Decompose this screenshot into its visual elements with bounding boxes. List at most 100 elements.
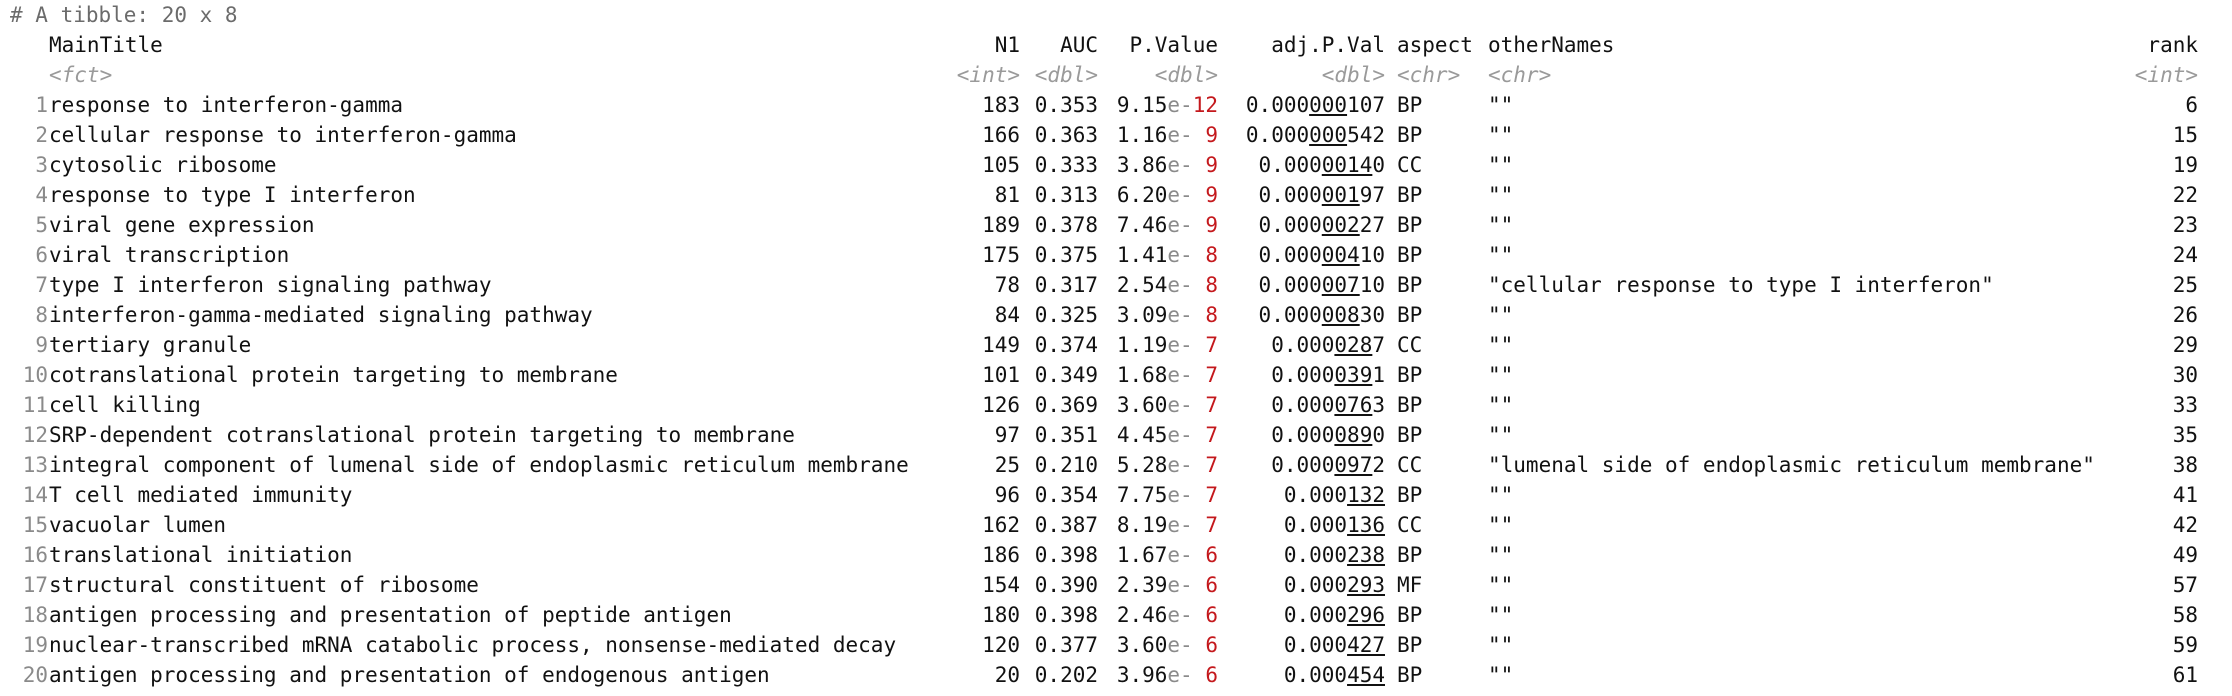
cell-adjpval: 0.00000710 — [1259, 270, 1385, 300]
cell-auc: 0.363 — [1034, 123, 1098, 147]
cell-pvalue: 1.16e- 9 — [1117, 120, 1218, 150]
row-index: 17 — [22, 573, 48, 597]
adjpval-underlined-digits: 293 — [1347, 573, 1385, 597]
adjpval-suffix: 3 — [1372, 393, 1385, 417]
adjpval-suffix: 7 — [1372, 333, 1385, 357]
cell-maintitle: cellular response to interferon-gamma — [49, 123, 517, 147]
table-row: 4 response to type I interferon 81 0.313 6.2… — [0, 180, 2232, 210]
adjpval-suffix: 0 — [1372, 423, 1385, 447]
cell-auc: 0.387 — [1034, 513, 1098, 537]
cell-othernames: "" — [1488, 663, 1514, 687]
cell-maintitle: type I interferon signaling pathway — [49, 273, 492, 297]
cell-rank: 57 — [2172, 573, 2198, 597]
adjpval-prefix: 0.000 — [1283, 663, 1348, 687]
pvalue-exponent: 8 — [1192, 303, 1218, 327]
cell-adjpval: 0.000136 — [1284, 510, 1385, 540]
pvalue-mantissa: 4.45 — [1116, 423, 1168, 447]
adjpval-underlined-digits: 238 — [1347, 543, 1385, 567]
adjpval-underlined-digits: 0014 — [1321, 153, 1373, 177]
adjpval-prefix: 0.000 — [1245, 123, 1310, 147]
col-type-pvalue: <dbl> — [1154, 63, 1218, 87]
pvalue-exponent: 8 — [1192, 273, 1218, 297]
cell-maintitle: integral component of lumenal side of en… — [49, 453, 909, 477]
cell-maintitle: nuclear-transcribed mRNA catabolic proce… — [49, 633, 897, 657]
adjpval-underlined-digits: 132 — [1347, 483, 1385, 507]
col-header-aspect: aspect — [1397, 33, 1473, 57]
adjpval-underlined-digits: 000 — [1309, 93, 1348, 117]
cell-pvalue: 6.20e- 9 — [1117, 180, 1218, 210]
pvalue-mantissa: 3.60 — [1116, 633, 1168, 657]
cell-rank: 6 — [2185, 93, 2198, 117]
pvalue-mantissa: 3.96 — [1116, 663, 1168, 687]
col-header-n1: N1 — [994, 33, 1020, 57]
cell-adjpval: 0.000238 — [1284, 540, 1385, 570]
col-header-adjpval: adj.P.Val — [1271, 33, 1385, 57]
col-header-pvalue: P.Value — [1129, 33, 1218, 57]
pvalue-mantissa: 8.19 — [1116, 513, 1168, 537]
adjpval-prefix: 0.000 — [1258, 243, 1322, 267]
pvalue-exponent: 9 — [1192, 183, 1218, 207]
pvalue-exp-marker: e- — [1167, 123, 1193, 147]
cell-rank: 30 — [2172, 363, 2198, 387]
cell-n1: 25 — [994, 453, 1020, 477]
cell-maintitle: SRP-dependent cotranslational protein ta… — [49, 423, 795, 447]
row-index: 14 — [22, 483, 48, 507]
cell-aspect: BP — [1397, 423, 1423, 447]
cell-auc: 0.210 — [1034, 453, 1098, 477]
adjpval-prefix: 0.000 — [1258, 303, 1322, 327]
col-type-rank: <int> — [2134, 63, 2198, 87]
adjpval-underlined-digits: 136 — [1347, 513, 1385, 537]
pvalue-exp-marker: e- — [1167, 213, 1193, 237]
cell-othernames: "" — [1488, 243, 1514, 267]
adjpval-underlined-digits: 002 — [1321, 213, 1360, 237]
cell-aspect: BP — [1397, 663, 1423, 687]
cell-aspect: CC — [1397, 513, 1423, 537]
cell-auc: 0.398 — [1034, 603, 1098, 627]
cell-auc: 0.325 — [1034, 303, 1098, 327]
pvalue-mantissa: 6.20 — [1116, 183, 1168, 207]
cell-adjpval: 0.00000830 — [1259, 300, 1385, 330]
table-row: 20 antigen processing and presentation of… — [0, 660, 2232, 690]
cell-auc: 0.202 — [1034, 663, 1098, 687]
pvalue-mantissa: 1.19 — [1116, 333, 1168, 357]
cell-pvalue: 3.60e- 6 — [1117, 630, 1218, 660]
pvalue-exp-marker: e- — [1167, 603, 1193, 627]
adjpval-underlined-digits: 007 — [1321, 273, 1360, 297]
cell-auc: 0.351 — [1034, 423, 1098, 447]
row-index: 20 — [22, 663, 48, 687]
adjpval-suffix: 1 — [1372, 363, 1385, 387]
cell-auc: 0.374 — [1034, 333, 1098, 357]
adjpval-prefix: 0.000 — [1271, 333, 1335, 357]
cell-n1: 189 — [982, 213, 1020, 237]
cell-rank: 29 — [2172, 333, 2198, 357]
cell-n1: 105 — [982, 153, 1020, 177]
row-index: 3 — [35, 153, 48, 177]
pvalue-exp-marker: e- — [1167, 483, 1193, 507]
row-index: 1 — [35, 93, 48, 117]
pvalue-exponent: 9 — [1192, 213, 1218, 237]
cell-othernames: "" — [1488, 543, 1514, 567]
adjpval-underlined-digits: 089 — [1334, 423, 1373, 447]
pvalue-exponent: 6 — [1192, 633, 1218, 657]
cell-auc: 0.349 — [1034, 363, 1098, 387]
cell-rank: 41 — [2172, 483, 2198, 507]
cell-othernames: "" — [1488, 213, 1514, 237]
cell-pvalue: 3.96e- 6 — [1117, 660, 1218, 690]
cell-aspect: BP — [1397, 603, 1423, 627]
cell-n1: 149 — [982, 333, 1020, 357]
cell-othernames: "" — [1488, 183, 1514, 207]
adjpval-underlined-digits: 427 — [1347, 633, 1385, 657]
adjpval-prefix: 0.000 — [1283, 633, 1348, 657]
table-row: 19 nuclear-transcribed mRNA catabolic pro… — [0, 630, 2232, 660]
cell-maintitle: cell killing — [49, 393, 201, 417]
adjpval-underlined-digits: 296 — [1347, 603, 1385, 627]
cell-othernames: "" — [1488, 423, 1514, 447]
pvalue-mantissa: 1.67 — [1116, 543, 1168, 567]
cell-adjpval: 0.0000391 — [1271, 360, 1385, 390]
cell-othernames: "" — [1488, 153, 1514, 177]
cell-pvalue: 4.45e- 7 — [1117, 420, 1218, 450]
cell-rank: 26 — [2172, 303, 2198, 327]
cell-maintitle: response to interferon-gamma — [49, 93, 404, 117]
cell-rank: 19 — [2172, 153, 2198, 177]
